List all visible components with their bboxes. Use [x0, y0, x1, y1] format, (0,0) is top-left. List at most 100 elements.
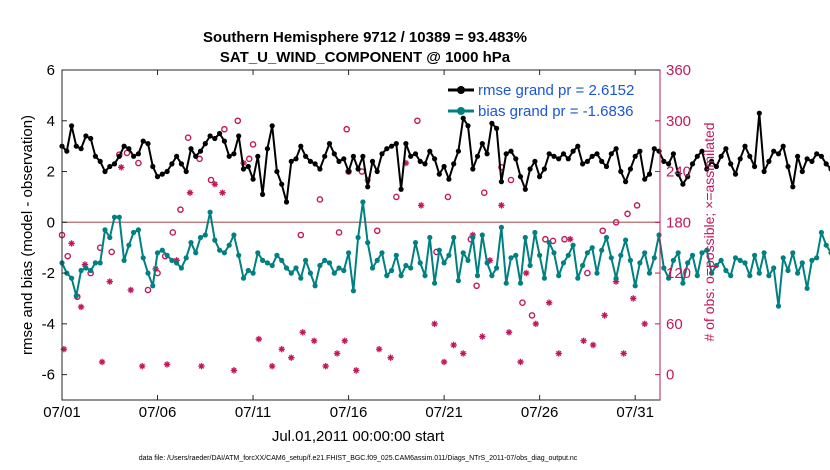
x-tick-label: 07/06: [139, 404, 177, 421]
bias-point: [432, 280, 438, 286]
rmse-point: [417, 158, 423, 164]
bias-point: [145, 270, 151, 276]
bias-point: [69, 275, 75, 281]
rmse-point: [135, 151, 141, 157]
y-tick-label: -4: [42, 316, 55, 333]
y-tick-label: 0: [47, 214, 55, 231]
obs-assimilated-marker: [268, 362, 276, 370]
y2-tick-label: 120: [666, 265, 691, 282]
rmse-point: [193, 153, 199, 159]
bias-point: [298, 275, 304, 281]
bias-point: [723, 267, 729, 274]
obs-assimilated-marker: [219, 189, 226, 196]
rmse-point: [131, 153, 137, 159]
obs-assimilated-marker: [353, 367, 360, 374]
y2-tick-label: 0: [666, 367, 674, 384]
bias-point: [312, 283, 318, 289]
bias-point: [455, 278, 461, 284]
y2-axis-label: # of obs: o=possible; ×=assimilated: [701, 122, 717, 341]
rmse-point: [747, 153, 753, 159]
bias-point: [417, 260, 423, 266]
rmse-point: [260, 191, 266, 197]
rmse-point: [565, 156, 571, 162]
bias-point: [303, 257, 309, 263]
rmse-point: [508, 148, 514, 154]
obs-possible-marker: [144, 286, 152, 294]
bias-point: [446, 252, 452, 258]
obs-possible-marker: [624, 210, 631, 218]
bias-point: [489, 273, 495, 279]
bias-point: [709, 270, 715, 276]
rmse-point: [513, 156, 519, 162]
rmse-point: [346, 168, 352, 175]
rmse-point: [226, 153, 232, 159]
bias-point: [646, 270, 653, 276]
bias-point: [197, 234, 204, 241]
obs-assimilated-marker: [299, 329, 306, 336]
bias-point: [537, 252, 543, 258]
rmse-point: [575, 143, 581, 149]
obs-assimilated-marker: [417, 202, 425, 209]
rmse-point: [517, 174, 524, 180]
rmse-point: [389, 143, 395, 149]
bias-point: [704, 247, 710, 253]
bias-point: [560, 260, 567, 266]
rmse-point: [656, 148, 662, 154]
bias-point: [479, 232, 485, 238]
obs-possible-marker: [373, 227, 381, 235]
rmse-point: [551, 153, 557, 159]
rmse-point: [164, 168, 170, 175]
bias-point: [732, 255, 739, 261]
legend-bias-text: bias grand pr = -1.6836: [478, 103, 634, 120]
bias-point: [666, 275, 672, 281]
bias-point: [642, 250, 648, 256]
bias-point: [188, 240, 194, 246]
rmse-point: [728, 161, 734, 167]
bias-point: [83, 265, 89, 271]
bias-point: [713, 262, 720, 269]
bias-point: [178, 265, 184, 271]
bias-point: [795, 270, 801, 276]
rmse-point: [494, 125, 500, 131]
rmse-point: [140, 138, 146, 144]
rmse-point: [570, 148, 576, 154]
rmse-point: [666, 161, 672, 167]
rmse-point: [126, 146, 132, 152]
bias-point: [126, 242, 132, 248]
rmse-point: [474, 153, 481, 159]
rmse-point: [154, 174, 161, 180]
legend-bias-marker: [457, 107, 465, 115]
obs-assimilated-marker: [163, 361, 171, 368]
obs-possible-marker: [444, 193, 452, 201]
rmse-point: [537, 174, 543, 180]
bias-point: [575, 275, 581, 281]
bias-point: [680, 280, 686, 286]
bias-point: [814, 255, 820, 261]
bias-point: [470, 234, 476, 241]
bias-point: [670, 257, 677, 263]
bias-point: [651, 255, 657, 261]
bias-point: [451, 234, 457, 241]
obs-assimilated-marker: [440, 358, 448, 366]
bias-point: [603, 234, 610, 241]
bias-point: [121, 257, 127, 263]
obs-assimilated-marker: [567, 236, 574, 243]
rmse-point: [556, 156, 562, 162]
rmse-point: [374, 168, 380, 175]
bias-point: [279, 257, 285, 263]
bias-point: [747, 273, 753, 279]
obs-assimilated-marker: [523, 269, 530, 277]
rmse-point: [489, 120, 495, 126]
obs-assimilated-marker: [601, 312, 608, 319]
bias-point: [164, 252, 170, 258]
rmse-point: [221, 138, 227, 144]
rmse-point: [709, 158, 715, 164]
bias-point: [269, 262, 275, 269]
obs-possible-marker: [245, 155, 253, 163]
obs-possible-marker: [519, 299, 526, 306]
bias-point: [460, 250, 466, 256]
obs-assimilated-marker: [545, 299, 553, 306]
bias-point: [350, 288, 356, 294]
bias-point: [183, 255, 189, 261]
